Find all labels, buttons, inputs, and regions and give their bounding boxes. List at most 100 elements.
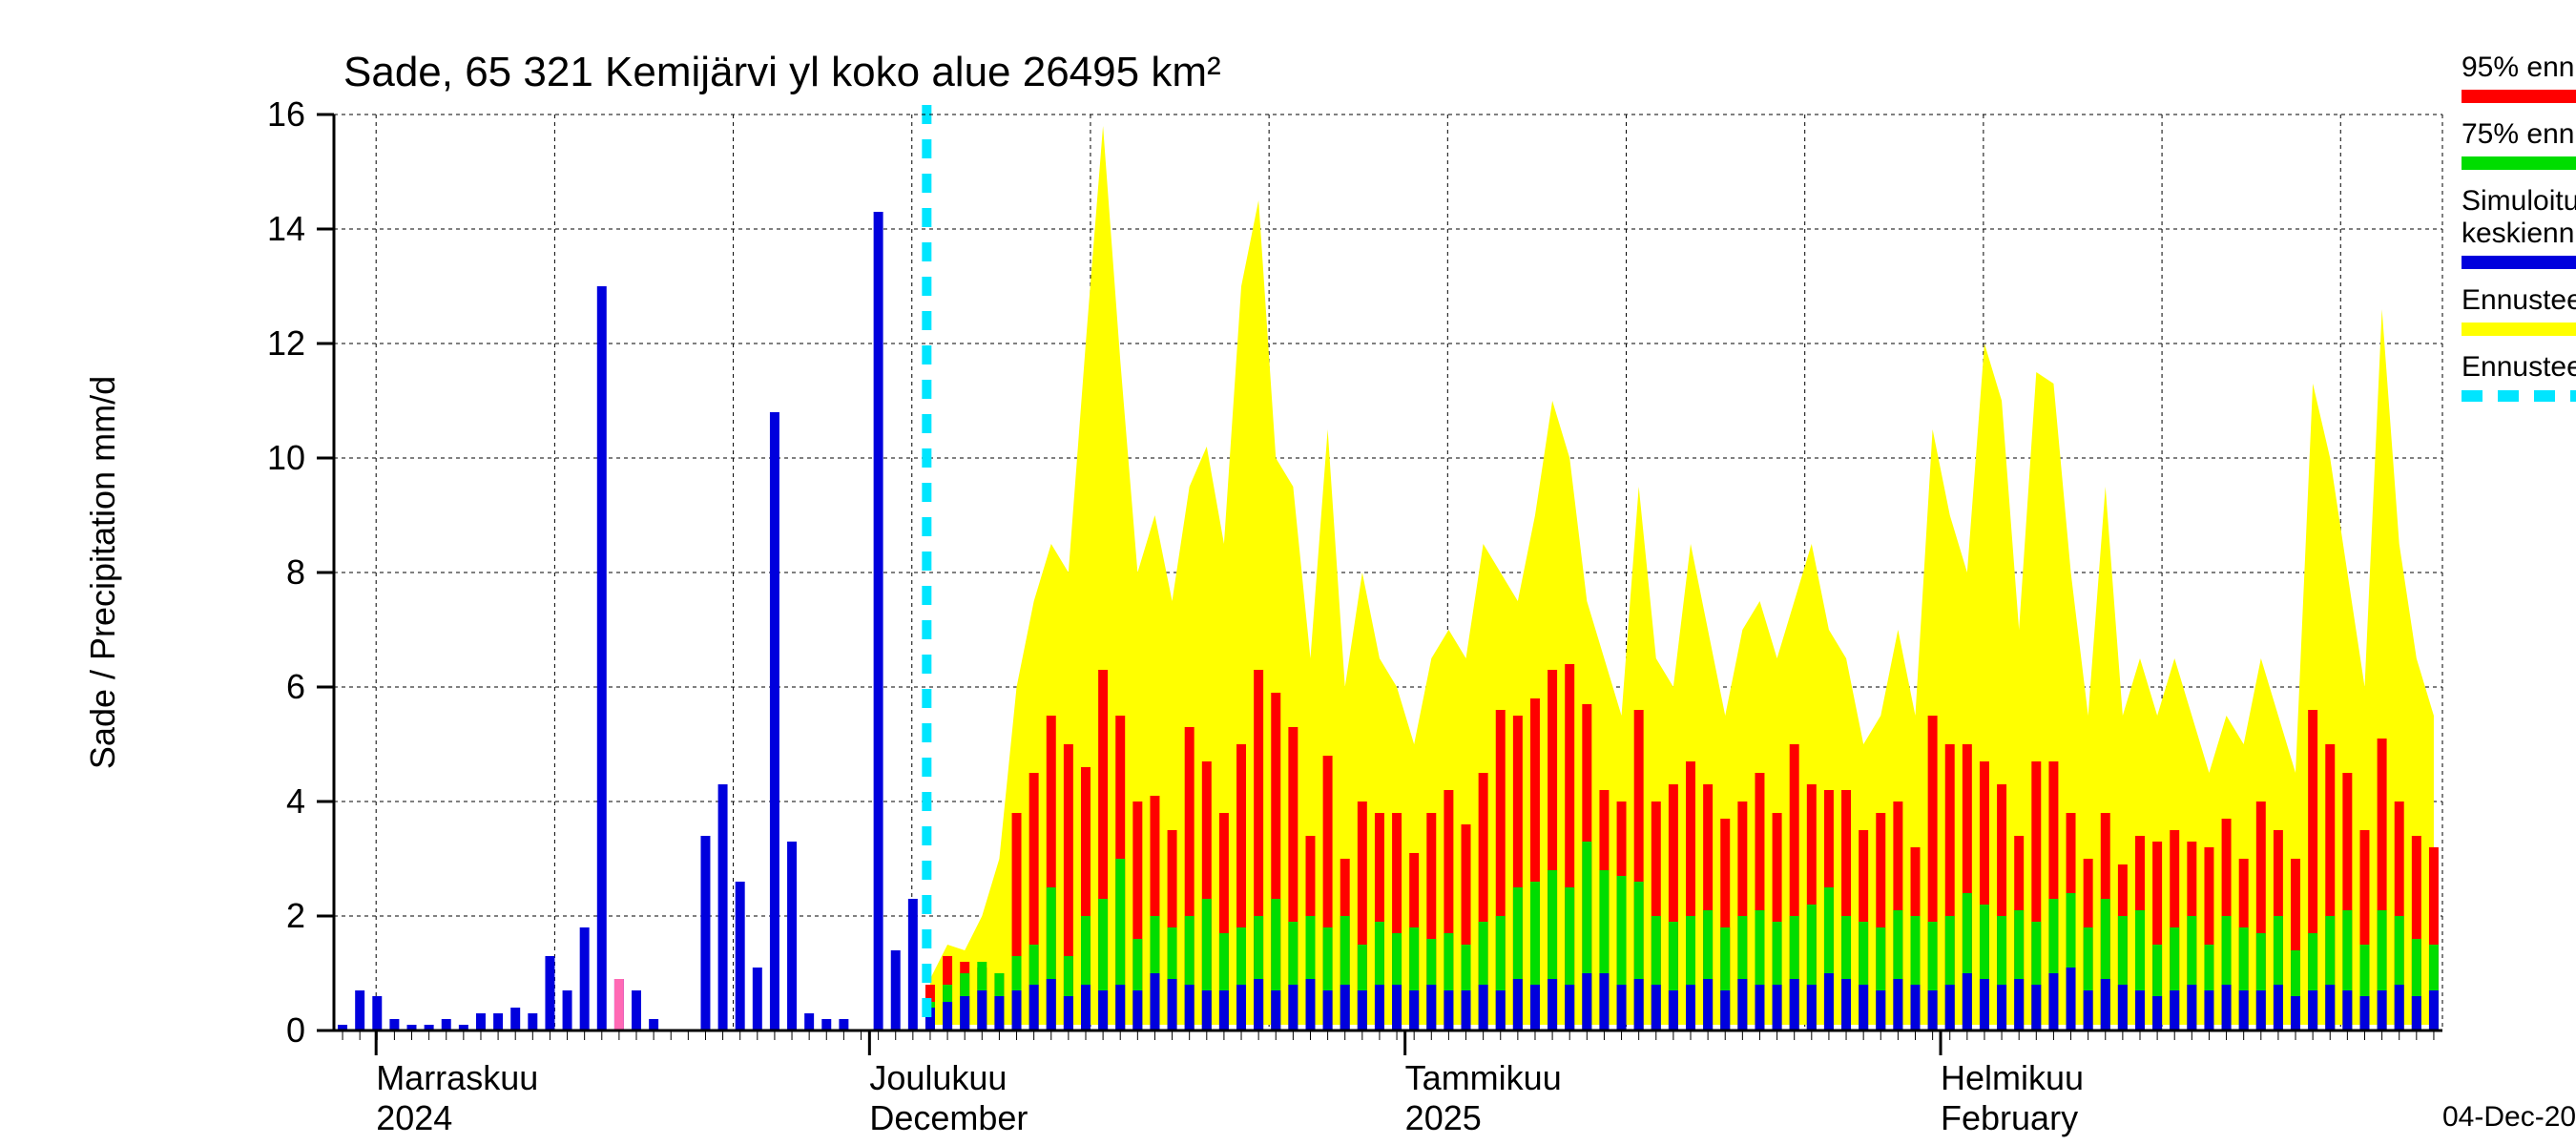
y-tick-label: 8 — [286, 552, 305, 592]
forecast-bar-mean — [1773, 985, 1782, 1030]
forecast-bar-mean — [1980, 979, 1989, 1030]
history-bar — [355, 990, 364, 1030]
forecast-bar-mean — [1444, 990, 1453, 1030]
forecast-bar-mean — [1737, 979, 1747, 1030]
forecast-bar-mean — [960, 996, 969, 1030]
forecast-bar-mean — [1703, 979, 1713, 1030]
forecast-bar-mean — [2048, 973, 2058, 1030]
forecast-bar-mean — [1963, 973, 1972, 1030]
forecast-bar-mean — [2031, 985, 2041, 1030]
history-bar — [563, 990, 572, 1030]
y-axis-label: Sade / Precipitation mm/d — [83, 376, 122, 769]
history-bar — [649, 1019, 658, 1030]
forecast-bar-mean — [1617, 985, 1627, 1030]
legend-label: Ennusteen alku — [2462, 351, 2576, 383]
chart-container: 0246810121416Marraskuu2024JoulukuuDecemb… — [0, 0, 2576, 1145]
history-bar — [700, 836, 710, 1030]
forecast-bar-mean — [2274, 985, 2283, 1030]
forecast-bar-mean — [1358, 990, 1367, 1030]
x-tick-label: Joulukuu — [869, 1058, 1007, 1097]
forecast-bar-mean — [1686, 985, 1695, 1030]
y-tick-label: 0 — [286, 1010, 305, 1050]
forecast-bar-mean — [2014, 979, 2024, 1030]
forecast-bar-mean — [2118, 985, 2128, 1030]
forecast-bar-mean — [1115, 985, 1125, 1030]
forecast-bar-mean — [1185, 985, 1195, 1030]
forecast-bar-mean — [1047, 979, 1056, 1030]
forecast-bar-mean — [1323, 990, 1333, 1030]
forecast-bar-mean — [1565, 985, 1574, 1030]
forecast-bar-mean — [1945, 985, 1955, 1030]
legend-label: 75% ennuste — [2462, 118, 2576, 150]
forecast-bar-mean — [2084, 990, 2093, 1030]
legend-swatch — [2462, 256, 2576, 269]
forecast-bar-mean — [1098, 990, 1108, 1030]
forecast-bar-mean — [2222, 985, 2232, 1030]
legend-swatch — [2462, 90, 2576, 103]
forecast-bar-mean — [1841, 979, 1851, 1030]
forecast-bar-mean — [2291, 996, 2300, 1030]
x-tick-label: Marraskuu — [376, 1058, 538, 1097]
forecast-bar-mean — [1513, 979, 1523, 1030]
legend-label: Ennusteen vaihteluväli — [2462, 284, 2576, 316]
forecast-bar-mean — [2342, 990, 2352, 1030]
forecast-bar-mean — [1599, 973, 1609, 1030]
history-bar — [804, 1013, 814, 1030]
history-bar — [389, 1019, 399, 1030]
history-bar — [580, 927, 590, 1030]
forecast-bar-mean — [1530, 985, 1540, 1030]
forecast-bar-mean — [2308, 990, 2317, 1030]
forecast-bar-mean — [977, 990, 987, 1030]
forecast-bar-mean — [1876, 990, 1885, 1030]
forecast-bar-mean — [2204, 990, 2213, 1030]
forecast-bar-mean — [1634, 979, 1644, 1030]
forecast-bar-mean — [1790, 979, 1799, 1030]
legend-swatch — [2462, 156, 2576, 170]
y-tick-label: 4 — [286, 781, 305, 821]
forecast-bar-mean — [1150, 973, 1159, 1030]
forecast-bar-mean — [2256, 990, 2266, 1030]
forecast-bar-mean — [1340, 985, 1350, 1030]
forecast-bar-mean — [1859, 985, 1868, 1030]
history-bar — [718, 784, 728, 1030]
forecast-bar-mean — [1012, 990, 1022, 1030]
forecast-bar-mean — [1236, 985, 1246, 1030]
history-bar — [787, 842, 797, 1030]
y-tick-label: 16 — [267, 94, 305, 134]
forecast-bar-mean — [1426, 985, 1436, 1030]
history-bar — [839, 1019, 848, 1030]
forecast-bar-mean — [1168, 979, 1177, 1030]
forecast-bar-mean — [1375, 985, 1384, 1030]
history-bar — [545, 956, 554, 1030]
history-bar — [510, 1008, 520, 1030]
history-bar — [821, 1019, 831, 1030]
forecast-bar-mean — [2170, 990, 2179, 1030]
forecast-bar-mean — [1081, 985, 1091, 1030]
forecast-bar-mean — [2395, 985, 2404, 1030]
forecast-bar-mean — [1824, 973, 1834, 1030]
forecast-bar-mean — [2135, 990, 2145, 1030]
history-bar — [442, 1019, 451, 1030]
forecast-bar-mean — [2187, 985, 2196, 1030]
forecast-bar-mean — [1720, 990, 1730, 1030]
forecast-bar-mean — [1288, 985, 1298, 1030]
legend-label: keskiennuste — [2462, 218, 2576, 249]
x-tick-label: Tammikuu — [1405, 1058, 1562, 1097]
history-bar — [753, 968, 762, 1030]
x-tick-label: February — [1941, 1098, 2078, 1137]
forecast-bar-mean — [1893, 979, 1902, 1030]
precipitation-chart: 0246810121416Marraskuu2024JoulukuuDecemb… — [0, 0, 2576, 1145]
forecast-bar-mean — [1928, 990, 1938, 1030]
forecast-bar-mean — [2429, 990, 2439, 1030]
forecast-bar-mean — [1219, 990, 1229, 1030]
y-tick-label: 10 — [267, 438, 305, 477]
history-bar — [632, 990, 641, 1030]
history-bar — [770, 412, 779, 1030]
y-tick-label: 14 — [267, 209, 305, 248]
forecast-bar-mean — [1271, 990, 1280, 1030]
forecast-bar-mean — [1306, 979, 1316, 1030]
x-tick-label: December — [869, 1098, 1028, 1137]
history-bar — [736, 882, 745, 1030]
forecast-bar-mean — [1582, 973, 1591, 1030]
history-bar — [597, 286, 607, 1030]
